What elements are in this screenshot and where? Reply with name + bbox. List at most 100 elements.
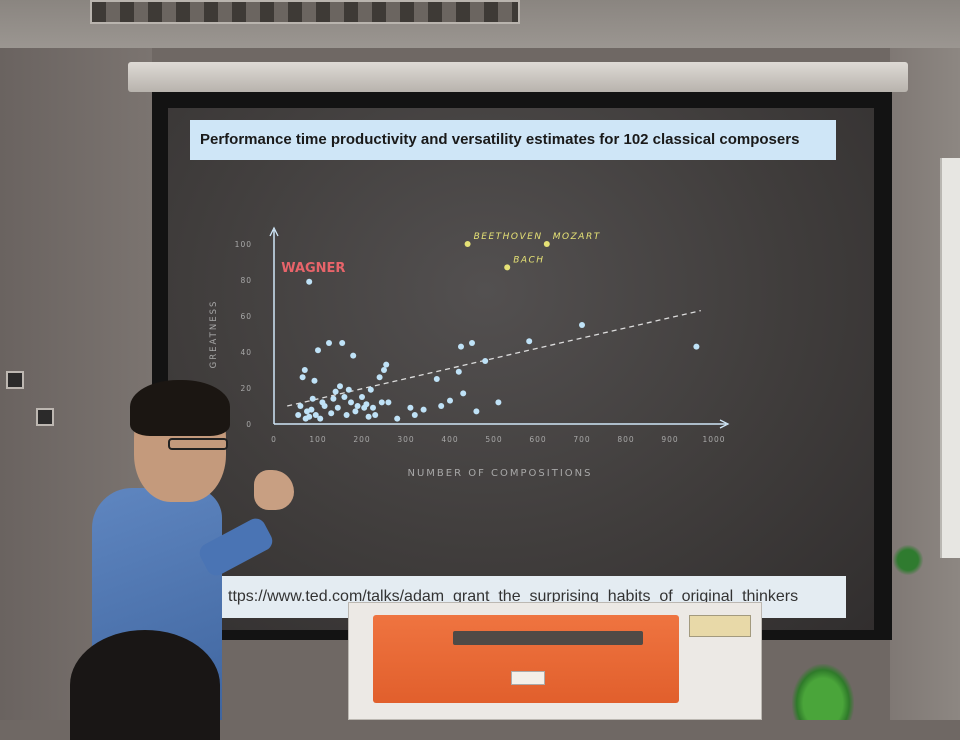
highlight-label-beethoven: BEETHOVEN [474,232,543,242]
highlight-label-mozart: MOZART [553,232,601,242]
data-point [495,399,502,406]
y-axis-label: GREATNESS [209,300,219,369]
data-point [312,412,319,418]
x-tick-label: 400 [441,435,458,444]
data-point [455,368,462,375]
glasses-icon [168,438,228,450]
data-point [376,374,383,381]
data-point [526,338,533,345]
data-point [411,412,418,418]
data-point [315,347,321,354]
highlight-point-wagner [306,278,313,285]
presentation-slide: Performance time productivity and versat… [168,108,874,630]
data-point [354,403,361,409]
data-point [295,412,302,418]
data-point [420,406,427,413]
data-point [363,401,370,408]
y-tick-label: 40 [240,348,252,357]
data-point [372,412,379,418]
x-tick-label: 0 [271,435,277,444]
data-point [378,399,385,406]
x-tick-label: 700 [573,435,590,444]
x-tick-label: 1000 [702,435,725,444]
trendline [287,309,701,407]
data-point [337,383,343,390]
data-point [381,367,387,373]
data-point [341,394,348,400]
x-tick-label: 900 [661,435,678,444]
data-point [579,322,585,328]
audience-member-head [70,630,220,740]
data-point [482,358,489,364]
data-point [343,412,350,418]
data-point [438,403,445,409]
data-point [693,343,700,350]
data-point [447,397,453,404]
laser-cutter-machine [348,602,762,720]
data-point [321,403,328,409]
data-point [311,377,318,384]
y-tick-label: 100 [235,240,252,249]
data-point [309,395,316,402]
data-point [365,413,372,420]
data-point [352,408,359,415]
data-point [394,415,401,422]
wall-socket-icon [36,408,54,426]
wall-socket-icon [6,371,24,389]
highlight-label-bach: BACH [513,255,544,265]
x-tick-label: 200 [353,435,370,444]
data-point [301,367,308,373]
laser-cutter-lid [373,615,679,703]
x-tick-label: 800 [617,435,634,444]
data-point [370,404,376,411]
data-point [469,340,475,346]
y-tick-label: 0 [246,420,252,429]
data-point [326,340,332,346]
data-point [334,404,341,411]
x-tick-label: 500 [485,435,502,444]
data-point [407,404,414,411]
laser-cutter-control-panel [689,615,751,637]
data-point [306,413,313,420]
projector-screen-housing [128,62,908,92]
y-axis-arrow-icon [269,226,279,237]
data-point [339,340,346,346]
data-point [348,399,354,406]
presenter-hand [254,470,294,510]
y-tick-label: 60 [240,312,252,321]
presenter-hair [130,380,230,436]
data-point [385,399,392,406]
plant-leaves [892,540,924,580]
data-point [460,390,467,397]
highlight-label-wagner: WAGNER [281,261,345,276]
data-point [328,410,335,417]
data-point [330,395,337,402]
data-point [458,343,464,350]
data-point [383,361,390,368]
slide-title: Performance time productivity and versat… [190,120,836,160]
potted-plant [792,664,854,720]
ceiling-light-panel [90,0,520,24]
x-axis-label: NUMBER OF COMPOSITIONS [408,468,593,479]
data-point [367,386,374,393]
x-tick-label: 600 [529,435,546,444]
laser-cutter-handle [511,671,545,685]
laser-cutter-window [453,631,643,645]
x-axis-arrow-icon [719,419,730,429]
y-tick-label: 80 [240,276,252,285]
data-point [308,406,315,413]
whiteboard-edge [940,158,960,558]
x-tick-label: 300 [397,435,414,444]
x-tick-label: 100 [309,435,326,444]
data-point [345,386,352,393]
data-point [332,388,339,395]
data-point [359,394,365,400]
y-tick-label: 20 [240,384,252,393]
highlight-point-mozart [543,241,550,247]
data-point [433,376,440,382]
data-point [317,415,324,422]
data-point [350,352,357,359]
highlight-point-bach [504,264,511,271]
data-point [297,403,304,409]
